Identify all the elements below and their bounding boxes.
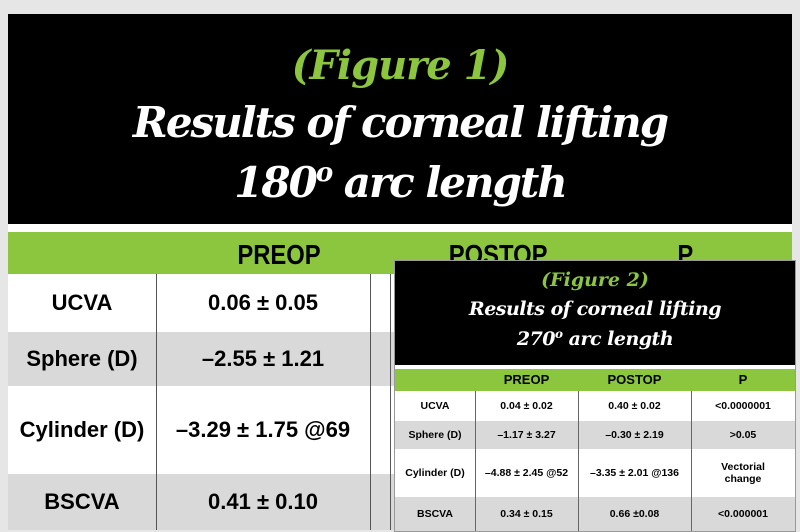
figure-2-title-line2: 270o arc length: [395, 322, 795, 352]
figure-2-row-label: Sphere (D): [395, 421, 476, 449]
figure-2-postop-value: –3.35 ± 2.01 @136: [578, 449, 692, 497]
figure-1-header: (Figure 1) Results of corneal lifting 18…: [8, 14, 792, 224]
figure-1-row-cylinder: Cylinder (D) –3.29 ± 1.75 @69: [8, 386, 792, 474]
figure-1-col-preop: PREOP: [237, 239, 321, 270]
figure-2-p-value: <0.0000001: [715, 400, 771, 412]
figure-2-p-value: <0.000001: [718, 508, 768, 520]
figure-2-row-label: Cylinder (D): [395, 449, 476, 497]
figure-1-title: Results of corneal lifting 180o arc leng…: [8, 98, 792, 208]
figure-2-preop-value: 0.34 ± 0.15: [475, 497, 579, 531]
figure-2-row-label: BSCVA: [395, 497, 476, 531]
figure-1-row-label: Sphere (D): [8, 332, 157, 386]
figure-1-preop-value: 0.41 ± 0.10: [156, 474, 371, 530]
figure-2-title-suffix: arc length: [562, 328, 674, 350]
figure-2-col-p: P: [738, 372, 748, 387]
figure-1-row-label: UCVA: [8, 274, 157, 332]
figure-2-table-header: PREOP POSTOP P: [395, 369, 795, 391]
figure-2-header: (Figure 2) Results of corneal lifting 27…: [395, 261, 795, 365]
figure-2-row-label: UCVA: [395, 391, 476, 421]
figure-2-col-preop: PREOP: [503, 372, 550, 387]
figure-2-row-bscva: BSCVA 0.34 ± 0.15 0.66 ±0.08 <0.000001: [395, 497, 795, 531]
figure-2-postop-value: –0.30 ± 2.19: [578, 421, 692, 449]
figure-1-preop-value: –3.29 ± 1.75 @69: [156, 386, 371, 474]
figure-2-col-postop: POSTOP: [607, 372, 662, 387]
figure-2-postop-value: 0.40 ± 0.02: [578, 391, 692, 421]
figure-2-title-degree: o: [555, 327, 563, 341]
figure-2-preop-value: –4.88 ± 2.45 @52: [475, 449, 579, 497]
figure-2-p-value: >0.05: [729, 429, 757, 441]
figure-1-preop-value: –2.55 ± 1.21: [156, 332, 371, 386]
figure-1-title-angle: 180: [234, 158, 318, 207]
figure-1-title-line1: Results of corneal lifting: [132, 98, 669, 147]
figure-2-postop-value: 0.66 ±0.08: [578, 497, 692, 531]
figure-1-preop-value: 0.06 ± 0.05: [156, 274, 371, 332]
figure-1-postop-value: [370, 332, 391, 386]
figure-1-row-label: BSCVA: [8, 474, 157, 530]
figure-2-row-cylinder: Cylinder (D) –4.88 ± 2.45 @52 –3.35 ± 2.…: [395, 449, 795, 497]
figure-2-label: (Figure 2): [541, 269, 649, 291]
figure-1-label: (Figure 1): [291, 42, 510, 89]
figure-2-title-angle: 270: [516, 328, 556, 350]
figure-2-table: (Figure 2) Results of corneal lifting 27…: [394, 260, 796, 532]
figure-2-title: Results of corneal lifting 270o arc leng…: [395, 297, 795, 352]
figure-2-row-ucva: UCVA 0.04 ± 0.02 0.40 ± 0.02 <0.0000001: [395, 391, 795, 421]
figure-2-preop-value: 0.04 ± 0.02: [475, 391, 579, 421]
figure-1-gap: [8, 224, 792, 232]
figure-2-title-line1: Results of corneal lifting: [468, 298, 722, 320]
figure-1-row-label: Cylinder (D): [8, 386, 157, 474]
figure-1-row-ucva: UCVA 0.06 ± 0.05: [8, 274, 792, 332]
figure-2-preop-value: –1.17 ± 3.27: [475, 421, 579, 449]
figure-1-postop-value: [370, 474, 391, 530]
figure-1-postop-value: [370, 386, 391, 474]
figure-1-title-degree: o: [315, 158, 333, 188]
figure-1-postop-value: [370, 274, 391, 332]
figure-2-p-value: Vectorial change: [721, 461, 765, 485]
figure-1-title-suffix: arc length: [331, 158, 568, 207]
figure-2-row-sphere: Sphere (D) –1.17 ± 3.27 –0.30 ± 2.19 >0.…: [395, 421, 795, 449]
figure-1-title-line2: 180o arc length: [8, 148, 792, 208]
